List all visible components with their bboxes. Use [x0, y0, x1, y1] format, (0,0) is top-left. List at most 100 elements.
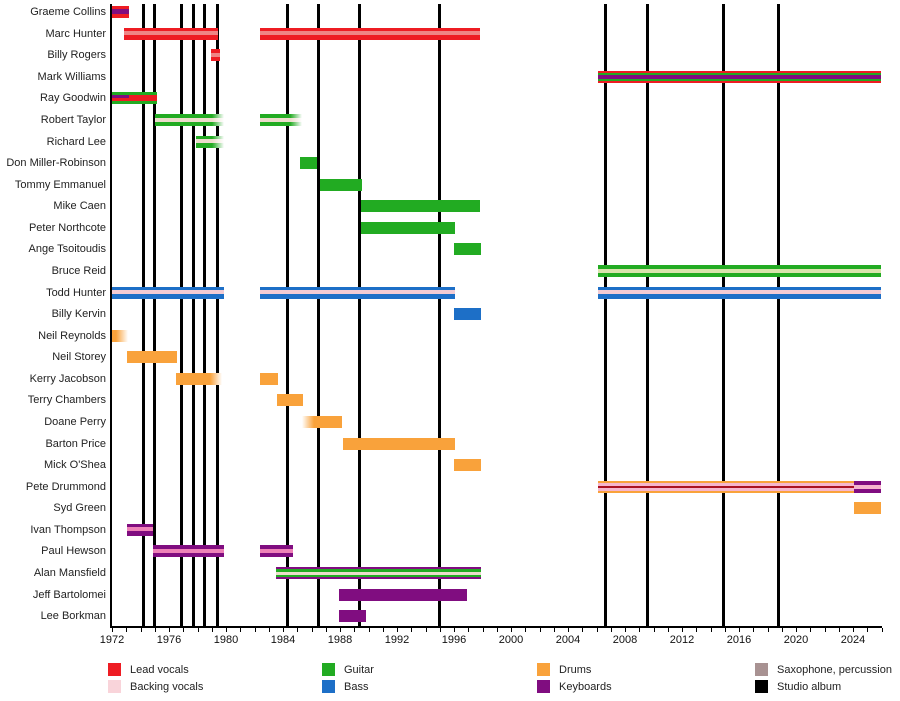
bar-stripe [597, 265, 882, 269]
bar-stripe [597, 268, 882, 273]
member-bar [112, 329, 128, 342]
x-axis-tick-label: 2020 [783, 634, 809, 646]
x-axis-tick [340, 628, 341, 632]
x-axis-tick [283, 628, 284, 632]
x-axis-tick [667, 628, 669, 632]
x-axis-tick [368, 628, 370, 632]
member-name-label: Alan Mansfield [33, 567, 106, 580]
bar-stripe [196, 143, 224, 148]
x-axis-tick-label: 2004 [555, 634, 581, 646]
x-axis-tick [568, 628, 569, 632]
bar-stripe [597, 74, 882, 79]
member-bar [153, 545, 224, 558]
x-axis-tick [838, 628, 840, 632]
x-axis-tick [411, 628, 413, 632]
member-bar [361, 200, 480, 213]
bar-stripe [153, 552, 224, 558]
bar-stripe [454, 308, 482, 321]
member-bar [597, 265, 882, 278]
x-axis-tick [639, 628, 641, 632]
x-axis-tick [824, 628, 826, 632]
x-axis-tick-label: 2016 [726, 634, 752, 646]
bar-stripe [260, 290, 455, 295]
member-bar [211, 49, 221, 62]
bar-stripe [260, 294, 455, 299]
x-axis-tick [682, 628, 683, 632]
x-axis-tick-label: 1996 [441, 634, 467, 646]
x-axis-tick [867, 628, 869, 632]
legend-swatch [322, 663, 335, 676]
member-name-label: Neil Reynolds [38, 329, 106, 342]
legend-label: Studio album [777, 680, 842, 693]
member-bar [196, 135, 224, 148]
member-bar [112, 92, 130, 105]
bar-stripe [338, 588, 467, 601]
bar-stripe [129, 95, 157, 102]
bar-stripe [854, 480, 882, 485]
x-axis-tick [724, 628, 726, 632]
x-axis-tick-label: 2008 [612, 634, 638, 646]
x-axis-tick [610, 628, 612, 632]
bar-fade-edge [301, 416, 314, 429]
x-axis-tick-label: 1988 [327, 634, 353, 646]
bar-stripe [454, 243, 482, 256]
bar-stripe [361, 200, 480, 213]
member-name-label: Robert Taylor [40, 114, 106, 127]
x-axis-tick [710, 628, 712, 632]
member-bar [361, 221, 455, 234]
bar-stripe [211, 52, 221, 57]
bar-stripe [597, 485, 855, 488]
bar-stripe [196, 139, 224, 144]
bar-stripe [112, 6, 130, 10]
bar-stripe [854, 502, 882, 515]
legend-item: Lead vocals [108, 663, 189, 676]
album-line [646, 4, 650, 626]
legend-item: Drums [537, 663, 591, 676]
bar-stripe [124, 31, 219, 36]
legend-item: Bass [322, 680, 368, 693]
x-axis-tick [226, 628, 227, 632]
x-axis-tick [468, 628, 470, 632]
x-axis-tick [696, 628, 698, 632]
bar-stripe [260, 372, 278, 385]
album-line [191, 4, 195, 626]
member-bar [176, 372, 222, 385]
bar-stripe [260, 121, 303, 127]
bar-stripe [597, 286, 882, 291]
legend-item: Backing vocals [108, 680, 203, 693]
x-axis-tick-label: 2012 [669, 634, 695, 646]
bar-stripe [597, 78, 882, 81]
bar-stripe [320, 178, 363, 191]
bar-stripe [275, 577, 482, 580]
x-axis-tick [254, 628, 256, 632]
legend-label: Drums [559, 663, 592, 676]
member-bar [275, 567, 482, 580]
x-axis-tick [625, 628, 626, 632]
bar-stripe [126, 523, 154, 528]
legend-swatch [537, 663, 550, 676]
member-bar [112, 6, 130, 19]
album-line [603, 4, 607, 626]
bar-stripe [154, 114, 224, 118]
member-bar [342, 437, 455, 450]
bar-stripe [211, 49, 221, 53]
member-name-label: Doane Perry [44, 416, 106, 429]
x-axis-tick-label: 1980 [213, 634, 239, 646]
member-name-label: Tommy Emmanuel [14, 178, 106, 191]
member-name-label: Syd Green [53, 502, 106, 515]
bar-stripe [597, 70, 882, 73]
x-axis-tick [582, 628, 584, 632]
x-axis-tick [425, 628, 427, 632]
x-axis-tick [767, 628, 769, 632]
member-name-label: Todd Hunter [46, 286, 106, 299]
bar-stripe [342, 437, 455, 450]
x-axis-tick [781, 628, 783, 632]
member-bar [260, 27, 480, 40]
legend-swatch [755, 663, 768, 676]
x-axis-tick-label: 1972 [99, 634, 125, 646]
bar-stripe [129, 101, 157, 105]
x-axis-tick [354, 628, 356, 632]
bar-fade-edge [211, 135, 224, 148]
x-axis-tick [197, 628, 199, 632]
member-name-label: Peter Northcote [28, 221, 106, 234]
